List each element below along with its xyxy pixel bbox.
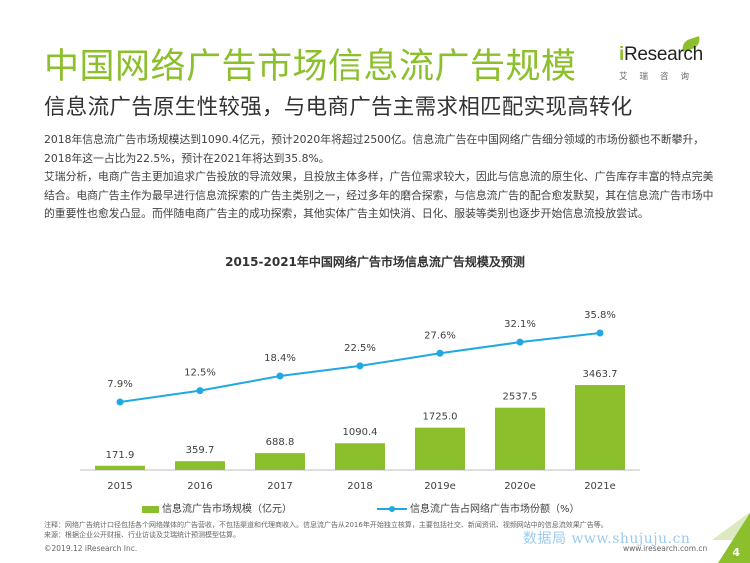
share-point-2016 xyxy=(196,387,204,395)
bar-label-2016: 359.7 xyxy=(186,445,215,456)
page-title: 中国网络广告市场信息流广告规模 xyxy=(44,47,577,87)
paragraph-market-size: 2018年信息流广告市场规模达到1090.4亿元，预计2020年将超过2500亿… xyxy=(44,133,705,165)
chart-title: 2015-2021年中国网络广告市场信息流广告规模及预测 xyxy=(225,255,525,269)
share-point-2019e xyxy=(436,349,444,357)
bar-2021e xyxy=(575,385,625,470)
share-label-2021e: 35.8% xyxy=(584,310,616,321)
source-note: 来源：根据企业公开财报、行业访谈及艾瑞统计预测模型估算。 xyxy=(44,531,240,539)
logo-text: iResearch xyxy=(619,44,703,65)
page-number: 4 xyxy=(732,546,740,559)
x-tick-2017: 2017 xyxy=(267,481,292,492)
share-point-2020e xyxy=(516,338,524,346)
bar-2019e xyxy=(415,427,465,470)
x-tick-2020e: 2020e xyxy=(504,481,536,492)
bar-label-2017: 688.8 xyxy=(266,437,295,448)
bar-2015 xyxy=(95,465,145,470)
legend-bar-swatch xyxy=(142,505,159,513)
share-point-2017 xyxy=(276,372,284,380)
bar-2018 xyxy=(335,443,385,470)
page-number-badge: 4 xyxy=(718,513,750,563)
legend-bar: 信息流广告市场规模（亿元） xyxy=(142,500,292,515)
share-label-2019e: 27.6% xyxy=(424,330,456,341)
legend-line-swatch xyxy=(377,505,407,513)
share-label-2016: 12.5% xyxy=(184,368,216,379)
footnote: 注释：网络广告统计口径包括各个网络媒体的广告营收，不包括渠道和代理商收入。信息流… xyxy=(44,521,608,529)
bar-label-2021e: 3463.7 xyxy=(583,369,618,380)
share-label-2015: 7.9% xyxy=(107,379,132,390)
share-point-2021e xyxy=(596,329,604,337)
website-link[interactable]: www.iresearch.com.cn xyxy=(623,544,708,553)
bar-label-2019e: 1725.0 xyxy=(423,412,458,423)
paragraph-analysis: 艾瑞分析，电商广告主更加追求广告投放的导流效果，且投放主体多样，广告位需求较大，… xyxy=(44,170,714,220)
share-point-2015 xyxy=(116,398,124,406)
copyright: ©2019.12 iResearch Inc. xyxy=(44,544,138,553)
legend-line-label: 信息流广告占网络广告市场份额（%） xyxy=(410,504,580,515)
iresearch-logo: iResearch 艾瑞咨询 xyxy=(619,36,719,82)
corner-triangle xyxy=(718,513,750,563)
legend-bar-label: 信息流广告市场规模（亿元） xyxy=(162,504,292,515)
x-tick-2021e: 2021e xyxy=(584,481,616,492)
bar-2020e xyxy=(495,407,545,470)
x-tick-2015: 2015 xyxy=(107,481,132,492)
logo-cn-text: 艾瑞咨询 xyxy=(619,72,702,82)
x-tick-2016: 2016 xyxy=(187,481,212,492)
bar-label-2020e: 2537.5 xyxy=(503,392,538,403)
share-label-2017: 18.4% xyxy=(264,353,296,364)
page-subtitle: 信息流广告原生性较强，与电商广告主需求相匹配实现高转化 xyxy=(44,95,633,120)
legend-line: 信息流广告占网络广告市场份额（%） xyxy=(377,500,580,515)
bar-2017 xyxy=(255,453,305,470)
bar-label-2018: 1090.4 xyxy=(343,427,378,438)
bar-2016 xyxy=(175,461,225,470)
share-label-2018: 22.5% xyxy=(344,343,376,354)
share-label-2020e: 32.1% xyxy=(504,319,536,330)
share-point-2018 xyxy=(356,362,364,370)
bar-label-2015: 171.9 xyxy=(106,450,135,461)
watermark: 数据局 www.shujuju.cn xyxy=(523,531,691,547)
x-tick-2019e: 2019e xyxy=(424,481,456,492)
x-tick-2018: 2018 xyxy=(347,481,372,492)
